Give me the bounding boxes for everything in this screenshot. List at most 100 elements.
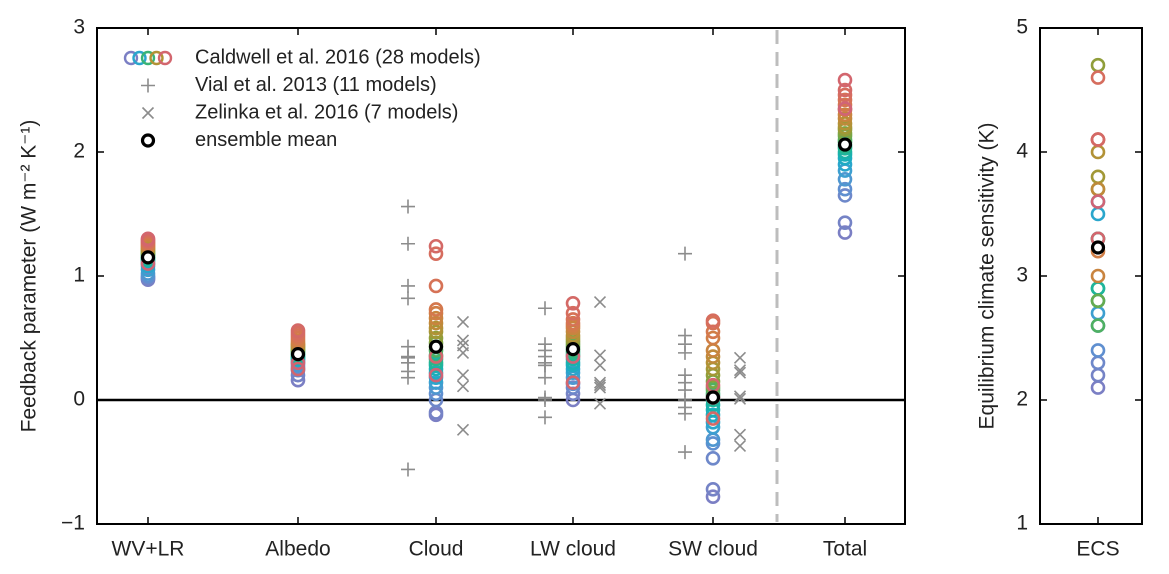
data-point — [401, 291, 415, 306]
data-point — [1090, 144, 1106, 160]
data-point — [705, 481, 721, 497]
data-point — [837, 181, 853, 197]
mean-point — [140, 250, 156, 265]
data-point — [733, 351, 747, 364]
data-point — [705, 450, 721, 466]
legend-swatch — [123, 50, 139, 66]
legend-swatch — [157, 50, 173, 66]
y-tick-label: 5 — [1016, 16, 1028, 39]
y-tick-label: 2 — [1016, 388, 1028, 411]
plot-frame — [96, 27, 906, 525]
data-point — [565, 312, 581, 327]
x-tick-label: Cloud — [409, 538, 464, 561]
data-point — [733, 364, 747, 377]
data-point — [837, 72, 853, 88]
data-point — [538, 410, 552, 425]
data-point — [565, 305, 581, 321]
data-point — [733, 390, 747, 403]
data-point — [538, 355, 552, 370]
data-point — [428, 310, 444, 326]
data-point — [705, 349, 721, 364]
legend-label: Vial et al. 2013 (11 models) — [195, 74, 437, 96]
y-tick-label: 1 — [73, 264, 85, 287]
y-tick-label: 1 — [1016, 512, 1028, 535]
data-point — [456, 346, 470, 359]
data-point — [428, 320, 444, 336]
data-point — [565, 375, 581, 390]
y-tick-label: −1 — [61, 512, 85, 535]
data-point — [1090, 367, 1106, 383]
data-point — [428, 315, 444, 331]
data-point — [837, 171, 853, 187]
data-point — [705, 330, 721, 346]
data-point — [837, 188, 853, 203]
mean-point — [705, 390, 721, 405]
data-point — [428, 238, 444, 254]
y-axis-label: Feedback parameter (W m⁻² K⁻¹) — [18, 120, 41, 433]
data-point — [456, 334, 470, 347]
mean-point — [837, 137, 853, 152]
data-point — [1090, 305, 1106, 321]
data-point — [705, 489, 721, 505]
data-point — [1090, 268, 1106, 284]
legend-swatch — [132, 50, 147, 66]
data-point — [705, 313, 721, 328]
x-tick-label: Total — [823, 538, 867, 561]
data-point — [593, 397, 607, 410]
data-point — [837, 82, 853, 98]
data-point — [401, 278, 415, 293]
data-point — [1090, 57, 1106, 73]
data-point — [593, 381, 607, 394]
legend-label: Caldwell et al. 2016 (28 models) — [195, 46, 481, 68]
data-point — [733, 439, 747, 452]
data-point — [401, 462, 415, 477]
data-point — [401, 355, 415, 370]
data-point — [401, 236, 415, 251]
legend-swatch — [141, 106, 155, 120]
data-point — [456, 369, 470, 382]
legend-label: ensemble mean — [195, 129, 337, 151]
data-point — [678, 345, 692, 360]
data-point — [1090, 169, 1106, 185]
x-tick-label: ECS — [1076, 538, 1119, 561]
data-point — [1090, 181, 1106, 197]
data-point — [401, 199, 415, 214]
data-point — [593, 379, 607, 392]
legend-swatch — [149, 50, 164, 66]
data-point — [678, 406, 692, 421]
data-point — [428, 278, 444, 294]
data-point — [593, 359, 607, 372]
data-point — [538, 393, 552, 407]
data-point — [1090, 293, 1106, 309]
legend-swatch — [141, 78, 155, 93]
y-tick-label: 2 — [73, 140, 85, 163]
data-point — [1090, 380, 1106, 395]
data-point — [1090, 206, 1106, 222]
data-point — [837, 225, 853, 240]
data-point — [837, 101, 853, 116]
data-point — [428, 367, 444, 383]
data-point — [593, 295, 607, 309]
data-point — [1090, 343, 1106, 358]
legend-swatch — [140, 133, 156, 148]
data-point — [428, 375, 444, 390]
data-point — [733, 366, 747, 379]
data-point — [678, 246, 692, 261]
data-point — [705, 411, 721, 426]
data-point — [538, 370, 552, 385]
x-tick-label: Albedo — [265, 538, 330, 561]
data-point — [1090, 355, 1106, 371]
mean-point — [565, 342, 581, 357]
data-point — [837, 87, 853, 103]
data-point — [565, 295, 581, 311]
data-point — [401, 370, 415, 385]
mean-point — [428, 339, 444, 354]
data-point — [456, 315, 470, 328]
data-point — [428, 302, 444, 317]
plot-frame — [1039, 27, 1143, 525]
data-point — [1090, 318, 1106, 333]
data-point — [1090, 194, 1106, 209]
legend-label: Zelinka et al. 2016 (7 models) — [195, 101, 458, 123]
data-point — [837, 92, 853, 108]
data-point — [837, 116, 853, 131]
